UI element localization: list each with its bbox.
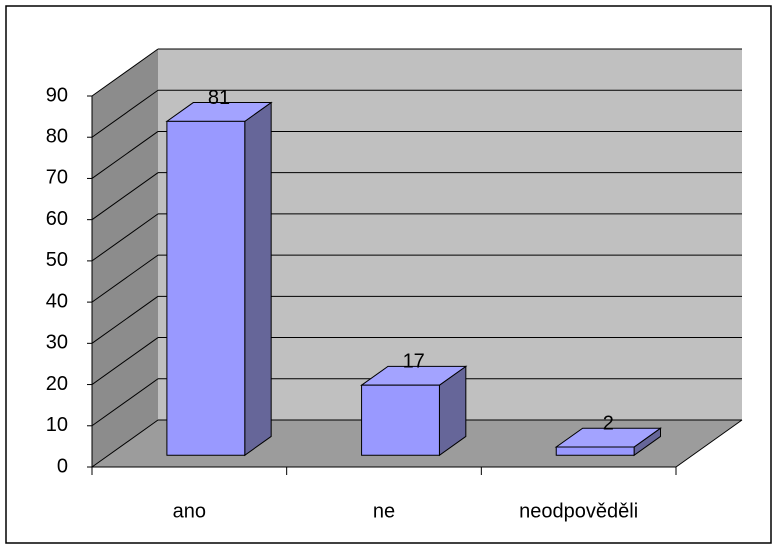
data-label: 17: [403, 351, 425, 373]
grid-line: [91, 337, 159, 385]
side-wall: [92, 49, 158, 467]
x-tick-label: neodpověděli: [519, 500, 638, 522]
data-label: 2: [603, 412, 614, 434]
bar: [166, 120, 246, 456]
y-tick-label: 50: [46, 249, 68, 271]
grid-line: [91, 419, 159, 468]
floor-edge: [675, 419, 743, 468]
bar: [555, 446, 635, 456]
y-tick-label: 70: [46, 167, 68, 189]
bar: [361, 384, 440, 456]
grid-line: [91, 254, 159, 303]
grid-line: [91, 131, 159, 179]
grid-line: [91, 89, 159, 138]
y-tick-label: 10: [46, 414, 68, 436]
y-tick-label: 60: [46, 208, 68, 230]
x-tick-label: ano: [173, 500, 206, 522]
y-tick-label: 40: [46, 290, 68, 312]
grid-line: [91, 378, 159, 427]
grid-line: [91, 295, 159, 344]
grid-line: [91, 48, 159, 97]
grid-line: [91, 213, 159, 262]
grid-line: [91, 172, 159, 221]
y-tick-label: 0: [57, 455, 68, 477]
data-label: 81: [208, 87, 230, 109]
bar-side: [244, 101, 272, 457]
y-tick-label: 90: [46, 84, 68, 106]
y-tick-label: 30: [46, 332, 68, 354]
x-tick-label: ne: [373, 500, 395, 522]
y-tick-label: 20: [46, 373, 68, 395]
y-tick-label: 80: [46, 126, 68, 148]
